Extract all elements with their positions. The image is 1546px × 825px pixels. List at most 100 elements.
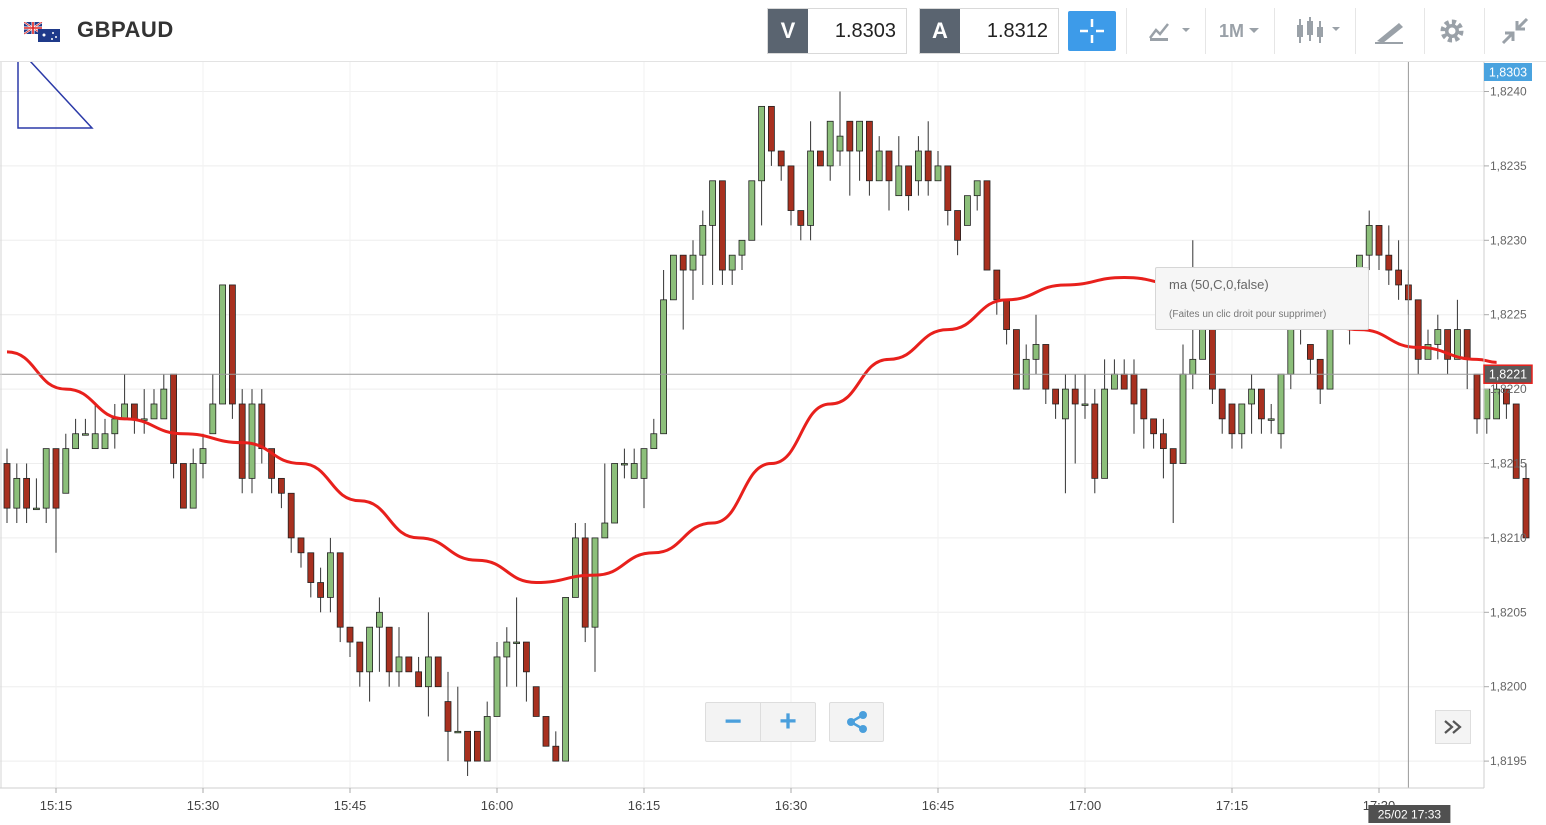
candle: [1258, 388, 1265, 434]
candle: [483, 701, 491, 762]
candle-body-down: [287, 492, 295, 539]
candle-body-up: [601, 522, 609, 539]
candle: [1062, 374, 1069, 494]
y-tick-label: 1,8220: [1490, 382, 1527, 396]
candle-body-up: [591, 537, 599, 628]
drawn-triangle[interactable]: [17, 62, 94, 129]
candle-body-down: [846, 120, 854, 152]
candle-body-down: [1160, 433, 1167, 450]
candle: [140, 389, 148, 434]
candle: [415, 656, 423, 688]
candle: [542, 716, 550, 747]
candle: [42, 448, 50, 524]
candle: [493, 642, 501, 717]
crosshair-icon: [1080, 19, 1104, 43]
scroll-to-end-button[interactable]: [1435, 710, 1471, 744]
candle: [277, 477, 285, 509]
candle: [326, 537, 334, 613]
candle-body-up: [728, 254, 736, 271]
candle-body-up: [503, 641, 511, 658]
drawing-tools-button[interactable]: [1358, 8, 1420, 54]
candle-body-up: [1434, 329, 1442, 345]
candle-body-up: [1326, 329, 1334, 390]
sell-price-box[interactable]: V 1.8303: [767, 8, 907, 54]
candle: [13, 463, 21, 524]
candle-body-down: [1463, 329, 1471, 360]
candle: [464, 730, 472, 776]
chart-type-button[interactable]: [1130, 8, 1202, 54]
candle: [1375, 225, 1383, 271]
sell-label: V: [768, 9, 808, 53]
collapse-button[interactable]: [1490, 8, 1540, 54]
candle-body-up: [1101, 388, 1108, 479]
candle-body-up: [454, 730, 462, 734]
candle: [532, 686, 540, 717]
candle: [1013, 329, 1020, 390]
candle: [846, 120, 854, 196]
candle: [1326, 329, 1334, 390]
candle: [797, 210, 805, 241]
candle-body-down: [1013, 329, 1020, 390]
candle-body-up: [640, 448, 648, 479]
candle-body-up: [82, 433, 89, 436]
share-button[interactable]: [830, 703, 883, 741]
timeframe-label: 1M: [1218, 20, 1244, 41]
candle-body-up: [630, 463, 638, 479]
candle: [660, 270, 667, 435]
candle: [905, 165, 912, 211]
candle: [1003, 299, 1010, 345]
buy-price-box[interactable]: A 1.8312: [919, 8, 1059, 54]
share-icon: [846, 711, 867, 733]
candle-body-up: [689, 254, 697, 271]
candle-body-up: [1248, 388, 1255, 405]
candle-body-up: [375, 611, 383, 628]
candle-body-up: [209, 403, 217, 435]
zoom-out-button[interactable]: −: [706, 703, 761, 741]
candle: [1512, 403, 1520, 479]
candle: [1307, 344, 1314, 375]
crosshair-button[interactable]: [1068, 11, 1116, 51]
settings-button[interactable]: [1428, 8, 1476, 54]
indicator-name: ma (50,C,0,false): [1169, 277, 1269, 292]
candle: [1169, 448, 1177, 524]
candle: [738, 239, 746, 271]
candle-body-up: [1111, 373, 1118, 390]
candle: [248, 389, 256, 494]
candle-body-down: [532, 686, 540, 717]
candle: [1248, 374, 1255, 434]
chart-toolbar: GBPAUD V 1.8303 A 1.8312 1M: [0, 0, 1546, 62]
candle: [1091, 389, 1099, 494]
price-chart[interactable]: 1,8240 1,8235 1,8230 1,8225 1,8220 1,8215 1,82…: [0, 62, 1546, 825]
candle: [1179, 344, 1187, 464]
x-tick-label: 17:15: [1216, 798, 1249, 813]
candle: [444, 671, 452, 762]
timeframe-selector[interactable]: 1M: [1208, 8, 1272, 54]
candle: [1130, 359, 1138, 434]
candle: [875, 136, 883, 182]
x-tick-label: 16:15: [628, 798, 661, 813]
crosshair-time-label: 25/02 17:33: [1378, 808, 1442, 822]
candle: [170, 373, 178, 479]
candle-body-up: [111, 418, 119, 435]
candle: [562, 597, 569, 762]
candle-body-down: [228, 284, 236, 405]
candle: [101, 418, 109, 450]
candle-body-down: [679, 254, 687, 271]
candle: [572, 523, 579, 598]
candle-body-down: [1473, 373, 1481, 420]
candle-body-down: [317, 582, 325, 598]
candle: [199, 433, 207, 479]
candle-body-up: [424, 656, 432, 688]
buy-price: 1.8312: [986, 19, 1048, 42]
candle: [954, 210, 961, 256]
zoom-in-button[interactable]: +: [761, 703, 815, 741]
candle-body-down: [944, 165, 952, 211]
candle-body-up: [758, 105, 765, 182]
candle-body-up: [1277, 373, 1285, 435]
candle-body-down: [1395, 269, 1402, 286]
candle-style-button[interactable]: [1278, 8, 1352, 54]
candle-body-up: [326, 552, 334, 598]
candle-body-down: [346, 626, 354, 643]
y-tick-label: 1,8205: [1490, 605, 1527, 619]
candle: [993, 269, 1001, 315]
